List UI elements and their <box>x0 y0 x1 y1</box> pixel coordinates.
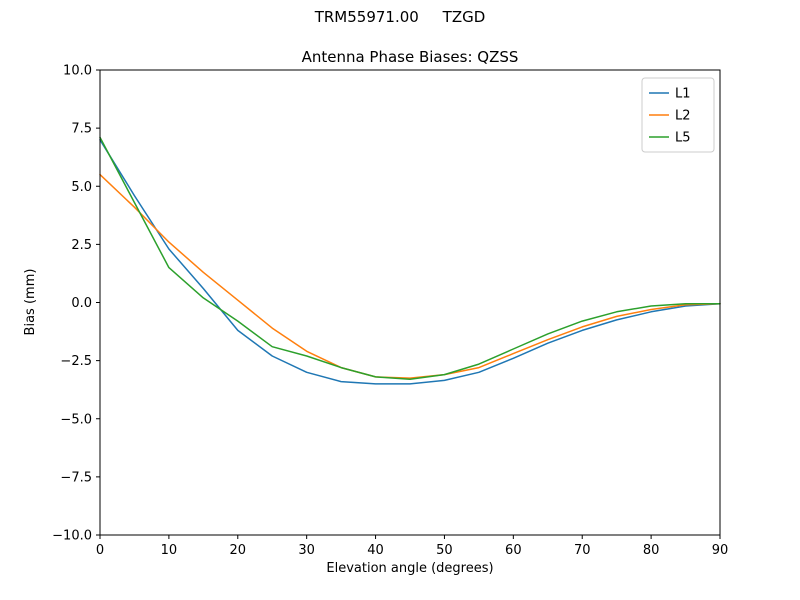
y-tick-label: 10.0 <box>63 64 92 79</box>
y-tick-label: 0.0 <box>71 296 92 311</box>
y-tick-label: 7.5 <box>71 122 92 137</box>
y-axis-label: Bias (mm) <box>23 269 38 336</box>
x-tick-label: 0 <box>96 543 104 558</box>
x-tick-label: 40 <box>367 543 384 558</box>
plot-area: 0 10 20 30 40 50 60 70 80 90 −10.0 −7.5 −5.0 −2.5 0.0 2… <box>52 64 728 559</box>
x-axis-label: Elevation angle (degrees) <box>326 561 493 576</box>
y-tick-label: 2.5 <box>71 238 92 253</box>
x-tick-label: 60 <box>505 543 522 558</box>
axes-frame <box>99 69 721 536</box>
y-tick-label: −5.0 <box>60 412 92 427</box>
y-tick-label: −2.5 <box>60 354 92 369</box>
legend-label-L2: L2 <box>675 109 691 124</box>
legend-box <box>641 77 715 153</box>
legend-label-L1: L1 <box>675 87 691 102</box>
x-tick-label: 70 <box>574 543 591 558</box>
x-tick-label: 10 <box>161 543 178 558</box>
x-tick-label: 30 <box>298 543 315 558</box>
x-tick-label: 50 <box>436 543 453 558</box>
series-line-L2 <box>99 173 721 379</box>
series-line-L1 <box>99 139 721 385</box>
figure-suptitle: TRM55971.00 TZGD <box>314 8 486 26</box>
legend: L1 L2 L5 <box>641 77 715 153</box>
x-tick-label: 20 <box>230 543 247 558</box>
legend-label-L5: L5 <box>675 131 691 146</box>
axes-title: Antenna Phase Biases: QZSS <box>301 48 519 66</box>
x-tick-label: 90 <box>712 543 729 558</box>
y-tick-label: 5.0 <box>71 180 92 195</box>
series-line-L5 <box>99 136 721 380</box>
y-tick-label: −7.5 <box>60 470 92 485</box>
y-tick-label: −10.0 <box>52 529 92 544</box>
x-tick-label: 80 <box>643 543 660 558</box>
